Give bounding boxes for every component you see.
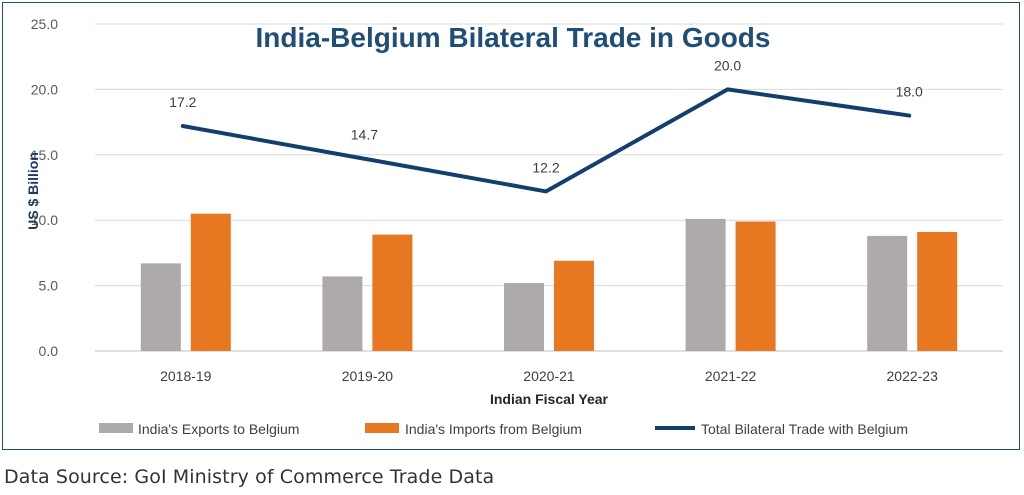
x-tick-label: 2018-19: [160, 368, 212, 384]
y-tick-label: 15.0: [31, 147, 58, 163]
chart-title: India-Belgium Bilateral Trade in Goods: [256, 22, 771, 53]
y-tick-label: 25.0: [31, 16, 58, 32]
y-tick-label: 0.0: [39, 343, 59, 359]
bar-imports: [917, 231, 958, 351]
total-trade-line: [180, 87, 912, 194]
data-label: 18.0: [896, 84, 923, 100]
chart-svg: 0.0 5.0 10.0 15.0 20.0 25.0 17.2 14.7 12.2 20.0 18…: [25, 16, 1003, 437]
chart-frame: 0.0 5.0 10.0 15.0 20.0 25.0 17.2 14.7 12.2 20.0 18…: [2, 2, 1020, 450]
x-tick-label: 2020-21: [523, 368, 575, 384]
x-tick-label: 2021-22: [705, 368, 757, 384]
x-tick-label: 2022-23: [887, 368, 939, 384]
y-tick-label: 10.0: [31, 212, 58, 228]
legend-imports-swatch: [365, 423, 399, 433]
bar-exports: [504, 282, 544, 351]
y-tick-label: 5.0: [39, 278, 59, 294]
bar-exports: [140, 263, 181, 351]
data-source-note: Data Source: GoI Ministry of Commerce Tr…: [4, 466, 495, 488]
bar-exports: [322, 276, 363, 351]
bar-imports: [554, 260, 594, 351]
bar-imports: [372, 234, 413, 351]
data-label: 17.2: [169, 94, 196, 110]
data-label: 12.2: [532, 159, 559, 175]
data-label: 20.0: [714, 57, 741, 73]
bar-imports: [735, 221, 776, 351]
x-tick-label: 2019-20: [342, 368, 394, 384]
bar-imports: [190, 213, 231, 351]
legend-total-label: Total Bilateral Trade with Belgium: [701, 421, 908, 437]
legend-exports-swatch: [99, 423, 133, 433]
bar-exports: [685, 218, 726, 351]
bar-exports: [867, 235, 908, 351]
y-axis-title: US $ Billion: [25, 152, 41, 230]
y-tick-label: 20.0: [31, 81, 58, 97]
data-label: 14.7: [351, 127, 378, 143]
legend-imports-label: India's Imports from Belgium: [405, 421, 582, 437]
x-axis-title: Indian Fiscal Year: [490, 391, 609, 407]
legend-exports-label: India's Exports to Belgium: [138, 421, 299, 437]
